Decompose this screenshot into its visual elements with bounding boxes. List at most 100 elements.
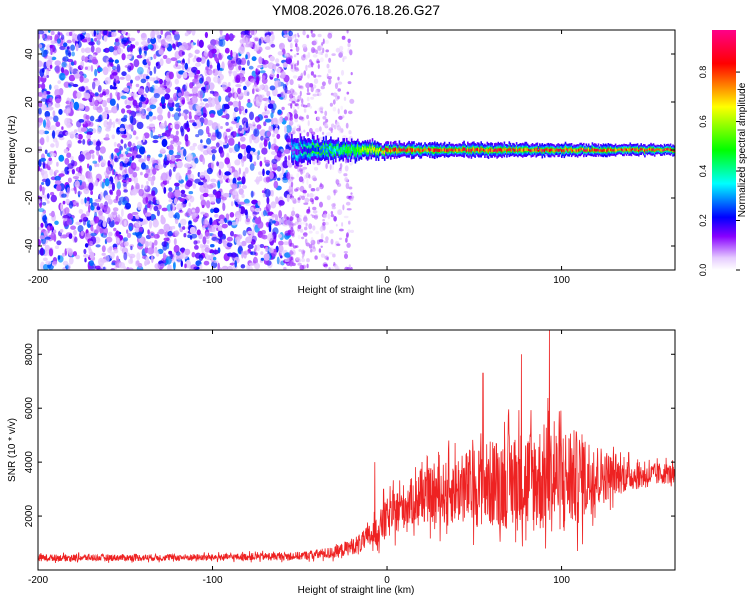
noise-cell	[79, 219, 83, 223]
noise-cell	[317, 107, 322, 112]
noise-cell	[55, 140, 59, 149]
noise-cell	[331, 206, 336, 210]
noise-cell	[200, 199, 207, 208]
noise-cell	[44, 110, 51, 118]
noise-cell	[77, 225, 84, 233]
noise-cell	[47, 225, 51, 234]
noise-cell	[125, 104, 132, 109]
noise-cell	[54, 60, 62, 66]
noise-cell	[200, 56, 206, 64]
signal-cell	[333, 147, 336, 152]
noise-cell	[152, 135, 160, 140]
noise-cell	[132, 130, 137, 136]
noise-cell	[322, 218, 325, 222]
noise-cell	[330, 214, 335, 218]
noise-cell	[163, 237, 170, 241]
noise-cell	[277, 51, 283, 56]
noise-cell	[306, 34, 310, 39]
noise-cell	[180, 193, 187, 198]
noise-cell	[337, 95, 340, 100]
noise-cell	[73, 229, 77, 236]
noise-cell	[277, 109, 282, 115]
noise-cell	[65, 50, 69, 57]
noise-cell	[230, 230, 234, 237]
signal-cell	[412, 148, 414, 153]
noise-cell	[90, 64, 94, 72]
noise-cell	[124, 151, 129, 155]
noise-cell	[265, 34, 271, 44]
noise-cell	[337, 183, 342, 187]
noise-cell	[278, 210, 282, 219]
signal-cell	[426, 149, 429, 152]
noise-cell	[89, 220, 96, 226]
noise-cell	[174, 123, 180, 130]
noise-cell	[113, 227, 117, 232]
signal-cell	[309, 148, 311, 155]
noise-cell	[322, 131, 325, 135]
noise-cell	[38, 146, 42, 151]
signal-cell	[397, 149, 399, 153]
noise-cell	[331, 53, 336, 56]
noise-cell	[50, 194, 57, 203]
noise-cell	[342, 55, 345, 61]
noise-cell	[221, 115, 229, 119]
noise-cell	[38, 238, 41, 247]
signal-cell	[551, 148, 553, 151]
noise-cell	[146, 107, 152, 112]
noise-cell	[68, 62, 72, 71]
noise-cell	[65, 198, 70, 204]
noise-cell	[311, 175, 317, 181]
noise-cell	[46, 200, 50, 204]
noise-cell	[148, 231, 156, 239]
snr-x-label: Height of straight line (km)	[298, 585, 415, 596]
noise-cell	[237, 87, 242, 95]
noise-cell	[346, 195, 350, 199]
noise-cell	[303, 216, 308, 222]
signal-cell	[364, 146, 366, 150]
signal-cell	[491, 148, 493, 152]
noise-cell	[245, 121, 249, 129]
noise-cell	[265, 99, 271, 104]
noise-cell	[116, 181, 122, 190]
signal-cell	[319, 149, 321, 154]
noise-cell	[192, 183, 197, 189]
noise-cell	[125, 202, 131, 210]
signal-cell	[363, 147, 365, 152]
noise-cell	[245, 37, 248, 45]
signal-cell	[321, 147, 324, 153]
noise-cell	[319, 107, 323, 113]
noise-cell	[215, 239, 220, 243]
noise-cell	[324, 53, 328, 58]
noise-cell	[38, 100, 43, 108]
noise-cell	[233, 131, 237, 137]
noise-cell	[152, 197, 156, 205]
noise-cell	[103, 112, 108, 120]
noise-cell	[309, 197, 314, 203]
noise-cell	[348, 197, 352, 200]
noise-cell	[191, 30, 196, 36]
noise-cell	[115, 118, 119, 122]
noise-cell	[106, 125, 111, 130]
signal-cell	[485, 149, 487, 152]
noise-cell	[107, 198, 113, 205]
noise-cell	[176, 160, 183, 169]
signal-cell	[292, 149, 294, 156]
signal-cell	[570, 148, 573, 152]
noise-cell	[137, 140, 143, 146]
signal-cell	[316, 145, 319, 152]
signal-cell	[370, 149, 373, 153]
noise-cell	[174, 78, 179, 85]
noise-cell	[72, 83, 79, 88]
noise-cell	[209, 217, 213, 226]
noise-cell	[287, 155, 291, 161]
signal-cell	[592, 148, 595, 152]
noise-cell	[337, 81, 343, 85]
noise-cell	[145, 256, 149, 263]
noise-cell	[104, 178, 110, 187]
noise-cell	[250, 30, 255, 36]
noise-cell	[263, 139, 268, 147]
noise-cell	[339, 163, 343, 169]
noise-cell	[94, 68, 98, 77]
noise-cell	[116, 63, 121, 73]
noise-cell	[152, 159, 157, 164]
